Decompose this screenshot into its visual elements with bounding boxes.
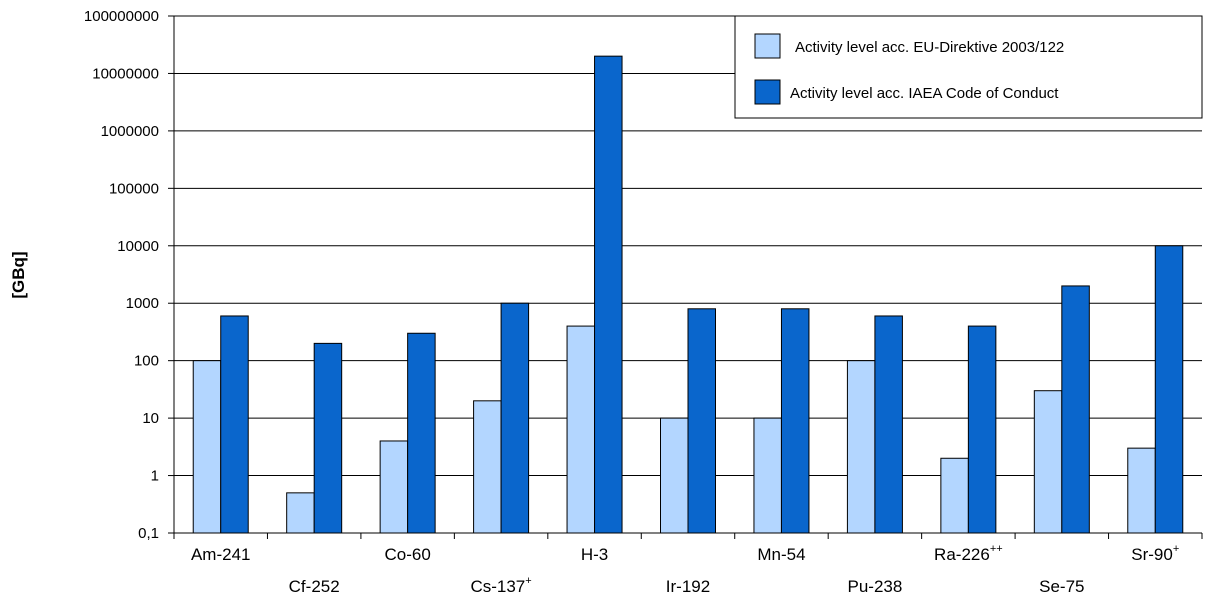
bar-iaea-pu-238: [874, 315, 903, 534]
x-tick-label: Pu-238: [847, 577, 902, 596]
x-tick-label: Sr-90+: [1131, 543, 1179, 564]
y-tick-label: 100: [134, 353, 159, 370]
bar-eu-cs-137: [473, 400, 502, 534]
x-tick-labels: Am-241 Cf-252 Co-60 Cs-137+ H-3 Ir-192 Mn-54 Pu…: [191, 543, 1179, 596]
bar-iaea-co-60: [407, 332, 436, 534]
legend-swatch-eu: [754, 33, 781, 59]
bar-eu-se-75: [1033, 390, 1063, 534]
y-tick-label: 100000: [109, 180, 159, 197]
bar-eu-am-241: [192, 360, 222, 534]
y-tick-label: 10: [142, 410, 159, 427]
y-tick-label: 10000000: [92, 65, 159, 82]
x-tick-label: Am-241: [191, 545, 251, 564]
x-tick-label: Cs-137+: [470, 575, 531, 596]
axes: [168, 15, 1203, 539]
bar-iaea-am-241: [220, 315, 249, 534]
bar-iaea-cf-252: [313, 342, 343, 534]
legend-label-eu: Activity level acc. EU-Direktive 2003/12…: [795, 39, 1064, 56]
y-tick-label: 1000: [126, 295, 159, 312]
bar-eu-h-3: [566, 325, 596, 534]
bar-iaea-cs-137: [500, 302, 530, 534]
legend: Activity level acc. EU-Direktive 2003/12…: [734, 15, 1203, 119]
x-tick-label: Se-75: [1039, 577, 1084, 596]
bar-eu-mn-54: [753, 417, 782, 534]
y-tick-labels: 0,1 1 10 100 1000 10000 100000 1000000 10000000 1…: [84, 8, 159, 542]
bar-iaea-sr-90: [1154, 245, 1184, 534]
y-tick-label: 100000000: [84, 8, 159, 25]
bar-eu-pu-238: [846, 360, 876, 534]
bar-iaea-mn-54: [780, 308, 810, 534]
x-tick-label: Ir-192: [666, 577, 710, 596]
legend-label-iaea: Activity level acc. IAEA Code of Conduct: [790, 85, 1059, 102]
bar-eu-cf-252: [286, 492, 315, 534]
x-tick-label: Cf-252: [289, 577, 340, 596]
bar-eu-ra-226: [940, 457, 969, 534]
bars: [192, 55, 1184, 534]
legend-box: [734, 15, 1203, 119]
x-tick-label: Mn-54: [757, 545, 805, 564]
bar-eu-co-60: [379, 440, 409, 534]
x-tick-label: Ra-226++: [934, 543, 1003, 564]
y-tick-label: 1000000: [101, 123, 159, 140]
legend-swatch-iaea: [754, 79, 781, 105]
bar-iaea-h-3: [594, 55, 623, 534]
y-axis-label: [GBq]: [9, 251, 28, 298]
bar-eu-ir-192: [660, 417, 689, 534]
y-tick-label: 1: [151, 468, 159, 485]
x-tick-label: H-3: [581, 545, 608, 564]
bar-iaea-ra-226: [967, 325, 997, 534]
bar-iaea-ir-192: [687, 308, 716, 534]
bar-eu-sr-90: [1127, 447, 1156, 534]
bar-iaea-se-75: [1061, 285, 1090, 534]
y-tick-label: 0,1: [138, 525, 159, 542]
x-tick-label: Co-60: [384, 545, 430, 564]
y-tick-label: 10000: [117, 238, 159, 255]
